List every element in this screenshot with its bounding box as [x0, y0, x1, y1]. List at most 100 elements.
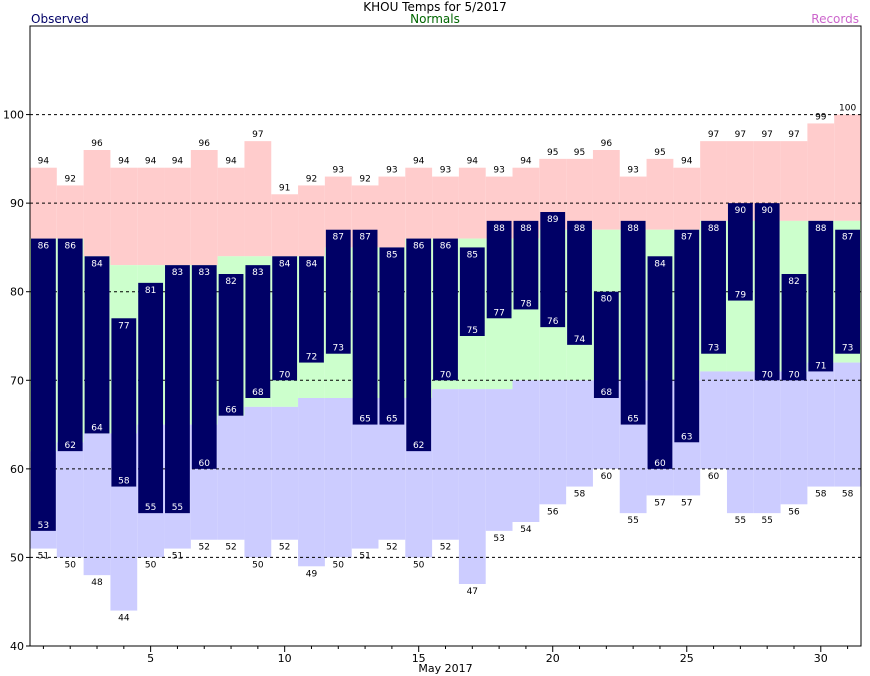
record-low-band [56, 442, 84, 558]
observed-low-label: 55 [145, 503, 156, 513]
observed-low-label: 70 [761, 370, 773, 380]
record-high-label: 91 [279, 183, 290, 193]
record-high-label: 97 [708, 130, 719, 140]
observed-low-label: 58 [118, 477, 130, 487]
observed-low-label: 70 [788, 370, 800, 380]
record-low-band [512, 380, 540, 522]
record-high-band [673, 167, 701, 230]
observed-high-label: 83 [172, 268, 183, 278]
observed-bar [459, 247, 485, 336]
x-tick-label: 25 [680, 652, 694, 665]
observed-low-label: 77 [493, 308, 504, 318]
record-low-label: 60 [708, 472, 720, 482]
record-low-label: 58 [815, 490, 827, 500]
record-high-label: 95 [574, 148, 585, 158]
record-high-label: 97 [761, 130, 772, 140]
record-high-band [271, 194, 299, 257]
record-high-label: 93 [333, 166, 344, 176]
observed-high-label: 83 [199, 268, 210, 278]
y-tick-label: 70 [10, 374, 24, 387]
observed-low-label: 78 [520, 299, 532, 309]
observed-high-label: 88 [708, 224, 720, 234]
record-low-band [298, 398, 325, 567]
observed-low-label: 70 [279, 370, 291, 380]
observed-low-label: 65 [386, 415, 397, 425]
observed-high-label: 84 [91, 259, 103, 269]
observed-bar [218, 274, 244, 416]
record-low-label: 57 [681, 498, 692, 508]
observed-bar [31, 238, 56, 531]
record-high-label: 93 [440, 166, 451, 176]
y-tick-label: 90 [10, 197, 24, 210]
record-high-label: 96 [601, 139, 613, 149]
record-high-label: 99 [815, 112, 827, 122]
record-high-band [244, 141, 272, 257]
record-high-band [592, 150, 620, 230]
observed-high-label: 82 [225, 277, 236, 287]
observed-low-label: 62 [413, 441, 424, 451]
record-low-label: 52 [440, 543, 451, 553]
observed-high-label: 90 [761, 206, 773, 216]
record-low-label: 54 [520, 525, 532, 535]
observed-high-label: 83 [252, 268, 263, 278]
record-high-label: 93 [493, 166, 504, 176]
record-low-label: 56 [788, 507, 800, 517]
record-high-label: 97 [735, 130, 746, 140]
record-high-label: 96 [199, 139, 211, 149]
observed-high-label: 87 [359, 233, 370, 243]
observed-bar [513, 220, 539, 310]
observed-high-label: 89 [547, 215, 559, 225]
observed-bar [165, 265, 190, 514]
observed-high-label: 88 [574, 224, 586, 234]
record-low-label: 56 [547, 507, 559, 517]
observed-low-label: 70 [440, 370, 452, 380]
record-high-band [432, 176, 459, 239]
record-low-label: 49 [306, 569, 318, 579]
record-low-band [700, 371, 727, 469]
observed-bar [781, 274, 807, 381]
record-low-band [217, 415, 245, 540]
observed-low-label: 65 [627, 415, 638, 425]
observed-high-label: 86 [413, 242, 425, 252]
observed-bar [701, 220, 726, 354]
observed-bar [352, 229, 378, 425]
observed-low-label: 76 [547, 317, 559, 327]
observed-bar [138, 282, 164, 514]
x-tick-label: 5 [147, 652, 154, 665]
observed-low-label: 62 [64, 441, 75, 451]
record-high-label: 92 [64, 174, 75, 184]
record-low-label: 51 [172, 552, 183, 562]
y-tick-label: 40 [10, 640, 24, 653]
observed-low-label: 75 [467, 326, 478, 336]
observed-high-label: 87 [681, 233, 692, 243]
record-low-label: 55 [735, 516, 746, 526]
record-high-band [298, 185, 325, 257]
observed-high-label: 86 [64, 242, 76, 252]
record-low-band [271, 406, 299, 540]
x-axis-label: May 2017 [418, 662, 472, 675]
observed-low-label: 66 [225, 406, 237, 416]
observed-bar [406, 238, 432, 452]
observed-bar [567, 220, 592, 345]
observed-high-label: 77 [118, 321, 129, 331]
observed-low-label: 79 [735, 291, 747, 301]
observed-bar [245, 265, 271, 398]
observed-high-label: 88 [493, 224, 505, 234]
record-low-band [780, 371, 808, 505]
record-high-label: 94 [118, 157, 130, 167]
record-high-band [807, 123, 835, 221]
record-low-label: 53 [493, 534, 504, 544]
legend-records: Records [811, 12, 859, 26]
record-low-label: 47 [467, 587, 478, 597]
record-high-label: 95 [547, 148, 558, 158]
observed-low-label: 72 [306, 353, 317, 363]
record-low-band [753, 371, 781, 514]
observed-low-label: 60 [199, 459, 211, 469]
record-high-label: 93 [386, 166, 397, 176]
observed-bar [111, 318, 137, 487]
observed-low-label: 55 [172, 503, 183, 513]
record-high-band [137, 167, 165, 266]
record-low-label: 51 [359, 552, 370, 562]
observed-high-label: 88 [815, 224, 827, 234]
observed-low-label: 63 [681, 432, 692, 442]
